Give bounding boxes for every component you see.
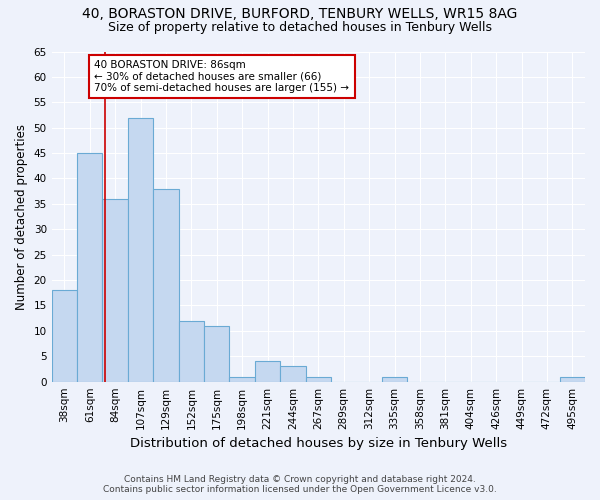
Bar [179,320,204,382]
Bar [204,326,229,382]
Text: 40, BORASTON DRIVE, BURFORD, TENBURY WELLS, WR15 8AG: 40, BORASTON DRIVE, BURFORD, TENBURY WEL… [82,8,518,22]
X-axis label: Distribution of detached houses by size in Tenbury Wells: Distribution of detached houses by size … [130,437,507,450]
Bar [229,376,255,382]
Text: 40 BORASTON DRIVE: 86sqm
← 30% of detached houses are smaller (66)
70% of semi-d: 40 BORASTON DRIVE: 86sqm ← 30% of detach… [94,60,349,93]
Bar [305,376,331,382]
Bar [255,362,280,382]
Y-axis label: Number of detached properties: Number of detached properties [15,124,28,310]
Bar [560,376,585,382]
Bar [103,199,128,382]
Bar [280,366,305,382]
Bar [153,188,179,382]
Text: Size of property relative to detached houses in Tenbury Wells: Size of property relative to detached ho… [108,21,492,34]
Bar [128,118,153,382]
Text: Contains HM Land Registry data © Crown copyright and database right 2024.
Contai: Contains HM Land Registry data © Crown c… [103,474,497,494]
Bar [382,376,407,382]
Bar [52,290,77,382]
Bar [77,153,103,382]
